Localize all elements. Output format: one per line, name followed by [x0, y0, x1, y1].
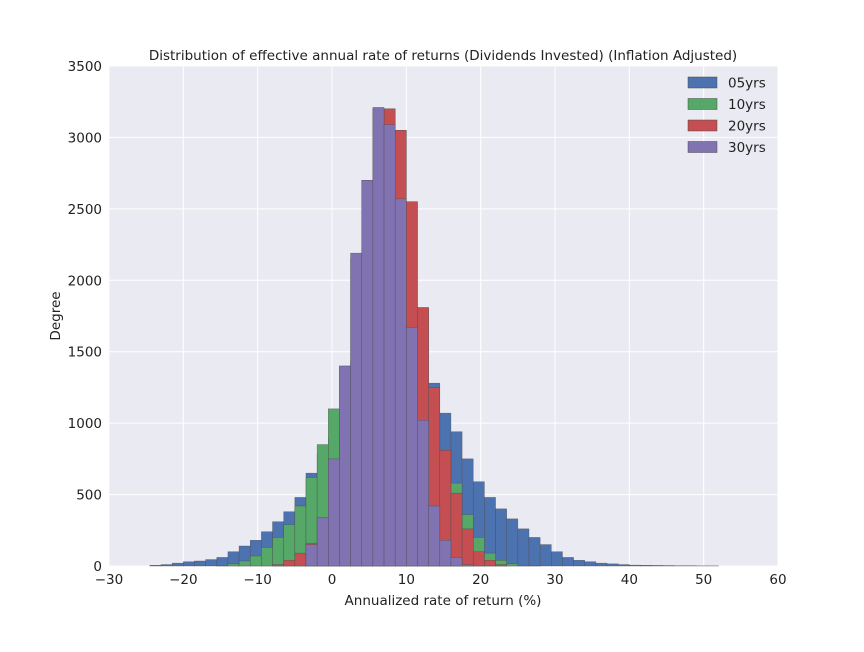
x-tick-label: 10	[398, 572, 415, 588]
y-axis-label: Degree	[48, 291, 64, 340]
bar-30yrs	[328, 459, 339, 566]
bar-05yrs	[574, 560, 585, 566]
bar-20yrs	[273, 565, 284, 566]
bar-05yrs	[194, 561, 205, 566]
bar-05yrs	[562, 557, 573, 566]
bar-20yrs	[284, 560, 295, 566]
legend-swatch	[688, 142, 717, 153]
bar-30yrs	[373, 107, 384, 566]
bar-30yrs	[451, 557, 462, 566]
x-tick-label: 30	[546, 572, 563, 588]
bar-05yrs	[640, 565, 651, 566]
bar-05yrs	[496, 509, 507, 566]
bar-10yrs	[518, 565, 529, 566]
bar-20yrs	[451, 493, 462, 566]
legend-swatch	[688, 99, 717, 110]
y-tick-label: 2000	[68, 273, 102, 289]
bar-20yrs	[473, 552, 484, 566]
x-tick-label: −10	[243, 572, 272, 588]
bar-30yrs	[317, 517, 328, 566]
y-tick-label: 3500	[68, 59, 102, 75]
bar-05yrs	[217, 557, 228, 566]
bar-05yrs	[518, 529, 529, 566]
y-tick-label: 500	[76, 488, 102, 504]
bar-10yrs	[239, 561, 250, 566]
bar-10yrs	[507, 564, 518, 566]
bar-30yrs	[362, 180, 373, 566]
bar-30yrs	[440, 540, 451, 566]
bar-30yrs	[462, 565, 473, 566]
bar-05yrs	[529, 537, 540, 566]
bar-05yrs	[607, 564, 618, 566]
x-tick-label: 40	[621, 572, 638, 588]
bar-05yrs	[183, 562, 194, 566]
x-tick-label: 60	[769, 572, 786, 588]
bar-20yrs	[295, 553, 306, 566]
legend-swatch	[688, 77, 717, 88]
bar-20yrs	[462, 529, 473, 566]
bar-05yrs	[150, 565, 161, 566]
bar-05yrs	[596, 563, 607, 566]
bar-05yrs	[206, 560, 217, 566]
bar-10yrs	[217, 565, 228, 566]
bar-05yrs	[629, 565, 640, 566]
legend-swatch	[688, 120, 717, 131]
bar-05yrs	[652, 565, 663, 566]
bar-10yrs	[261, 547, 272, 566]
bar-30yrs	[395, 199, 406, 566]
y-tick-label: 2500	[68, 202, 102, 218]
x-tick-label: 50	[695, 572, 712, 588]
bar-10yrs	[250, 556, 261, 566]
bar-20yrs	[484, 560, 495, 566]
y-tick-label: 1500	[68, 345, 102, 361]
legend-label: 20yrs	[728, 119, 766, 135]
bar-05yrs	[551, 552, 562, 566]
bar-20yrs	[496, 565, 507, 566]
x-tick-label: 0	[328, 572, 337, 588]
y-tick-label: 1000	[68, 416, 102, 432]
bar-30yrs	[306, 545, 317, 566]
legend-label: 30yrs	[728, 140, 766, 156]
legend-label: 05yrs	[728, 76, 766, 92]
bar-05yrs	[172, 563, 183, 566]
y-tick-label: 0	[93, 559, 102, 575]
x-tick-label: −20	[169, 572, 198, 588]
bar-05yrs	[507, 519, 518, 566]
bar-05yrs	[540, 545, 551, 566]
x-tick-label: 20	[472, 572, 489, 588]
bar-10yrs	[228, 564, 239, 566]
bar-30yrs	[384, 125, 395, 566]
bar-05yrs	[161, 565, 172, 566]
bar-30yrs	[417, 420, 428, 566]
bar-10yrs	[273, 537, 284, 566]
y-tick-labels: 0 500 1000 1500 2000 2500 3000 3500	[68, 59, 102, 575]
bar-30yrs	[339, 366, 350, 566]
bar-30yrs	[429, 506, 440, 566]
y-tick-label: 3000	[68, 130, 102, 146]
bar-05yrs	[585, 562, 596, 566]
bar-30yrs	[351, 253, 362, 566]
bar-05yrs	[618, 565, 629, 566]
bar-30yrs	[406, 327, 417, 566]
bar-10yrs	[284, 525, 295, 566]
chart-title: Distribution of effective annual rate of…	[149, 48, 737, 64]
legend-label: 10yrs	[728, 97, 766, 113]
x-axis-label: Annualized rate of return (%)	[345, 593, 542, 609]
